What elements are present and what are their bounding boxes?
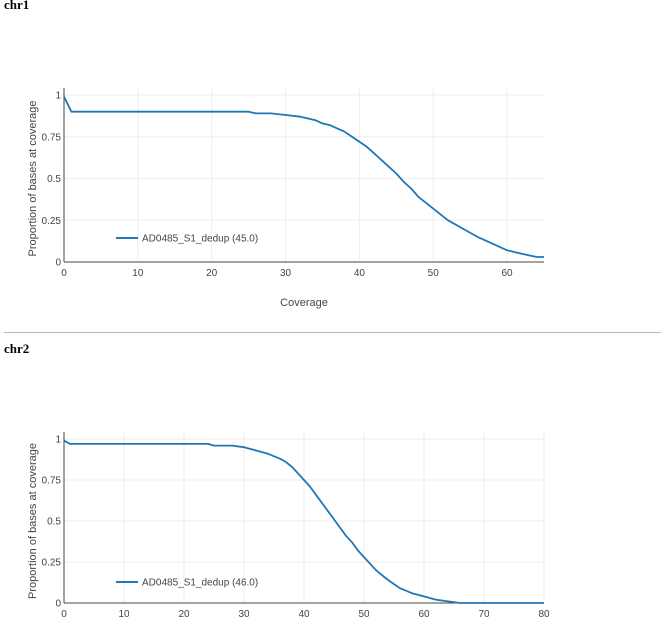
x-tick-label: 50 xyxy=(358,609,370,620)
x-axis-title: Coverage xyxy=(280,297,328,309)
legend-label: AD0485_S1_dedup (46.0) xyxy=(142,578,258,589)
x-tick-label: 0 xyxy=(61,268,67,279)
x-tick-label: 30 xyxy=(280,268,292,279)
x-tick-label: 50 xyxy=(428,268,440,279)
y-tick-label: 0 xyxy=(55,599,61,610)
y-axis-title: Proportion of bases at coverage xyxy=(27,101,39,257)
y-tick-label: 0.25 xyxy=(42,216,62,227)
x-tick-label: 60 xyxy=(502,268,514,279)
chr2-section-title: chr2 xyxy=(4,341,30,356)
y-tick-label: 0 xyxy=(55,258,61,269)
series-line xyxy=(63,96,544,258)
section-divider xyxy=(4,332,661,333)
x-tick-label: 60 xyxy=(418,609,430,620)
y-axis-title: Proportion of bases at coverage xyxy=(27,443,39,599)
x-tick-label: 10 xyxy=(132,268,144,279)
chr1-section-title: chr1 xyxy=(4,0,30,12)
y-tick-label: 0.5 xyxy=(47,517,61,528)
x-tick-label: 70 xyxy=(478,609,490,620)
series-line xyxy=(63,439,544,604)
x-tick-label: 20 xyxy=(206,268,218,279)
y-tick-label: 0.5 xyxy=(47,174,61,185)
legend-label: AD0485_S1_dedup (45.0) xyxy=(142,234,258,245)
y-tick-label: 1 xyxy=(55,91,61,102)
x-tick-label: 30 xyxy=(238,609,250,620)
x-tick-label: 80 xyxy=(538,609,550,620)
x-tick-label: 10 xyxy=(118,609,130,620)
x-tick-label: 20 xyxy=(178,609,190,620)
y-tick-label: 0.75 xyxy=(42,132,62,143)
y-tick-label: 1 xyxy=(55,435,61,446)
y-tick-label: 0.25 xyxy=(42,558,62,569)
x-tick-label: 40 xyxy=(298,609,310,620)
x-tick-label: 40 xyxy=(354,268,366,279)
y-tick-label: 0.75 xyxy=(42,476,62,487)
x-tick-label: 0 xyxy=(61,609,67,620)
chr1-coverage-chart: 0 10 20 30 40 50 60 0 0.25 0.5 0.75 1 Proportion of … xyxy=(27,88,544,309)
